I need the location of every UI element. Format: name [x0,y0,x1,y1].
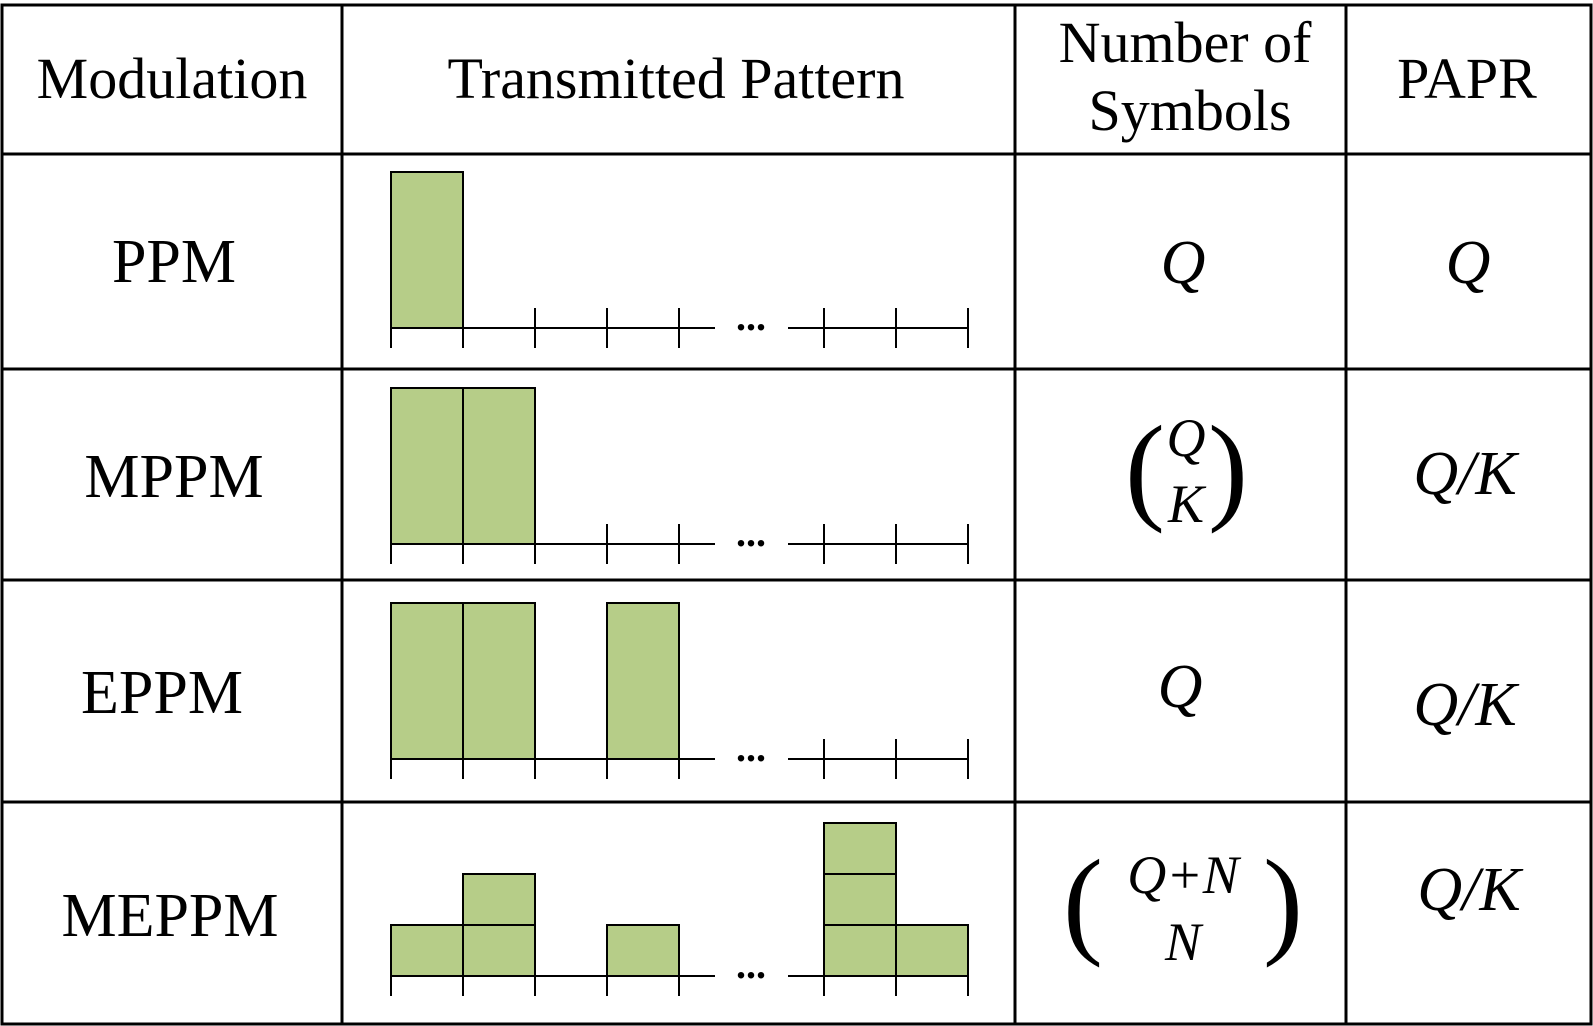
pulse-unit [823,873,897,926]
modulation-name: EPPM [81,659,243,727]
right-paren: ) [1263,835,1303,968]
left-paren: ( [1125,401,1165,534]
header-number-of-symbols-line2: Symbols [1088,78,1291,143]
binom-top: Q+N [1127,845,1241,905]
ellipsis: ... [736,294,766,339]
modulation-name: PPM [112,228,236,296]
binom-bottom: K [1167,474,1207,534]
symbols-value: Q [1158,653,1203,721]
ellipsis: ... [736,510,766,555]
header-transmitted-pattern: Transmitted Pattern [447,46,904,111]
papr-value: Q/K [1413,671,1520,739]
pulse-bar [390,387,464,545]
modulation-name: MPPM [84,443,263,511]
header-row: Modulation Transmitted Pattern Number of… [37,10,1538,143]
pulse-unit [823,822,897,875]
binom-top: Q [1167,408,1206,468]
modulation-name: MEPPM [61,882,278,950]
pulse-bar [390,171,464,329]
binomial-coefficient: ( Q+N N ) [1063,835,1303,972]
right-paren: ) [1208,401,1248,534]
header-papr: PAPR [1397,46,1537,111]
binomial-coefficient: ( Q K ) [1125,401,1248,534]
symbols-value: Q [1161,229,1206,297]
table-border [0,3,1593,1026]
header-number-of-symbols-line1: Number of [1059,10,1313,75]
pulse-bar [606,602,680,760]
papr-value: Q/K [1413,440,1520,508]
pulse-unit [823,924,897,977]
papr-value: Q/K [1417,856,1524,924]
header-modulation: Modulation [37,46,308,111]
papr-value: Q [1446,229,1491,297]
table-grid [0,3,1593,1026]
pulse-unit [390,924,464,977]
pulse-bar [462,387,536,545]
pulse-unit [462,924,536,977]
transmitted-pattern-column: ............ [390,171,969,996]
pulse-bar [390,602,464,760]
ellipsis: ... [736,942,766,987]
papr-column: Q Q/K Q/K Q/K [1413,229,1524,924]
modulation-column: PPM MPPM EPPM MEPPM [61,228,278,950]
pulse-unit [462,873,536,926]
pulse-bar [462,602,536,760]
binom-bottom: N [1164,912,1204,972]
symbols-column: Q ( Q K ) Q ( Q+N N ) [1063,229,1303,972]
left-paren: ( [1063,835,1103,968]
ellipsis: ... [736,725,766,770]
pulse-unit [606,924,680,977]
pulse-unit [895,924,969,977]
